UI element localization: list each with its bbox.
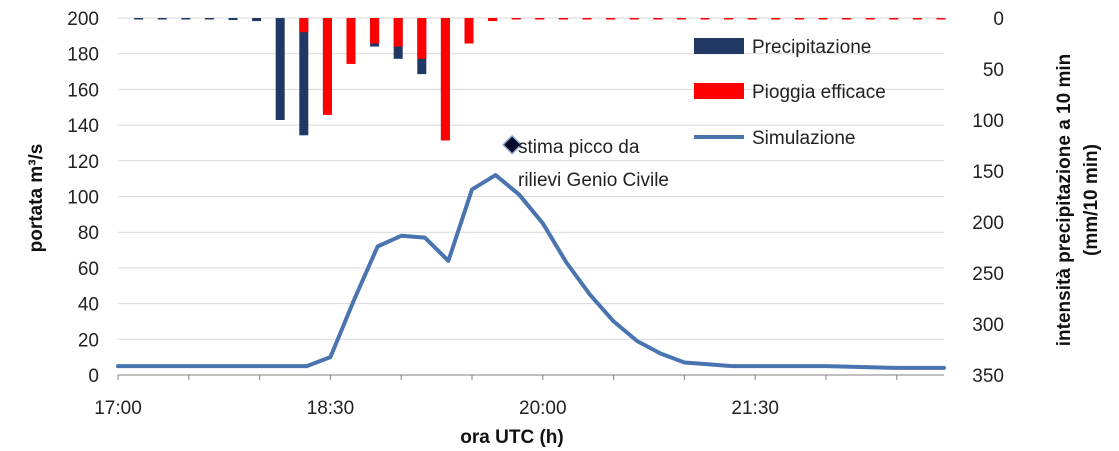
legend-label-pioggia-efficace: Pioggia efficace [752,82,886,103]
bar-pioggia-efficace [724,18,734,20]
bar-pioggia-efficace [558,18,568,20]
gridlines [118,17,944,340]
legend: Precipitazione Pioggia efficace Simulazi… [694,37,886,149]
bar-pioggia-efficace [629,18,639,20]
bar-pioggia-efficace [818,18,828,20]
bar-precipitazione [228,18,238,21]
bar-pioggia-efficace [488,18,498,22]
annotation-line-2: rilievi Genio Civile [518,170,669,191]
bar-precipitazione [181,18,191,20]
bar-pioggia-efficace [676,18,686,20]
x-tick-label: 21:30 [731,398,779,419]
y-axis-right-title-line2: (mm/10 min) [1081,144,1102,256]
bar-pioggia-efficace [299,18,309,33]
y-tick-label-left: 40 [78,295,99,316]
bar-pioggia-efficace [440,18,450,141]
bar-pioggia-efficace [865,18,875,20]
bar-pioggia-efficace [794,18,804,20]
bar-pioggia-efficace [346,18,356,64]
x-axis-title: ora UTC (h) [460,427,563,448]
bar-pioggia-efficace [912,18,922,20]
y-tick-label-left: 80 [78,223,99,244]
y-axis-left-title: portata m³/s [26,144,47,253]
bar-precipitazione [204,18,214,20]
bar-pioggia-efficace [747,18,757,20]
bar-pioggia-efficace [417,18,427,59]
bar-pioggia-efficace [322,18,332,115]
bar-pioggia-efficace [653,18,663,20]
y-tick-label-left: 160 [67,80,99,101]
y-tick-label-right: 300 [972,315,1004,336]
stima-picco-marker [502,134,523,155]
bar-pioggia-efficace [842,18,852,20]
line-simulazione [116,173,946,370]
x-tick-label: 17:00 [94,398,142,419]
y-tick-label-left: 200 [67,9,99,30]
bar-pioggia-efficace [464,18,474,44]
marker-stima-picco [502,134,523,155]
x-tick-label: 20:00 [519,398,567,419]
legend-label-precipitazione: Precipitazione [752,37,871,58]
y-tick-label-left: 180 [67,45,99,66]
x-ticks: 17:00 18:30 20:00 21:30 [94,375,898,419]
bars-pioggia-efficace [299,18,946,141]
y-tick-label-right: 150 [972,162,1004,183]
bar-pioggia-efficace [393,18,403,47]
bar-precipitazione [299,18,309,136]
left-y-ticks: 0 20 40 60 80 100 120 140 160 180 200 [67,9,99,387]
y-tick-label-left: 120 [67,152,99,173]
bar-pioggia-efficace [535,18,545,20]
bar-pioggia-efficace [771,18,781,20]
bar-pioggia-efficace [889,18,899,20]
bar-pioggia-efficace [582,18,592,20]
y-tick-label-left: 140 [67,116,99,137]
y-tick-label-right: 250 [972,264,1004,285]
legend-swatch-pioggia-efficace [694,83,744,99]
bar-pioggia-efficace [511,18,521,20]
bar-precipitazione [157,18,167,20]
bar-pioggia-efficace [370,18,380,44]
y-axis-right-title-line1: intensità precipitazione a 10 min [1054,54,1075,346]
y-tick-label-right: 350 [972,366,1004,387]
y-tick-label-left: 0 [88,366,99,387]
y-tick-label-right: 50 [983,60,1004,81]
bar-precipitazione [134,18,144,20]
annotation-stima-picco: stima picco da rilievi Genio Civile [518,137,669,191]
y-tick-label-right: 200 [972,213,1004,234]
x-tick-label: 18:30 [307,398,355,419]
right-y-ticks: 0 50 100 150 200 250 300 350 [972,9,1004,387]
y-tick-label-left: 100 [67,188,99,209]
annotation-line-1: stima picco da [518,137,640,158]
simulazione-line [116,173,946,370]
legend-swatch-precipitazione [694,38,744,54]
bar-precipitazione [252,18,262,22]
bar-precipitazione [275,18,285,120]
legend-label-simulazione: Simulazione [752,128,856,149]
y-tick-label-right: 0 [993,9,1004,30]
y-tick-label-right: 100 [972,111,1004,132]
y-tick-label-left: 60 [78,259,99,280]
bar-pioggia-efficace [700,18,710,20]
bar-pioggia-efficace [606,18,616,20]
y-tick-label-left: 20 [78,330,99,351]
bar-pioggia-efficace [936,18,946,20]
